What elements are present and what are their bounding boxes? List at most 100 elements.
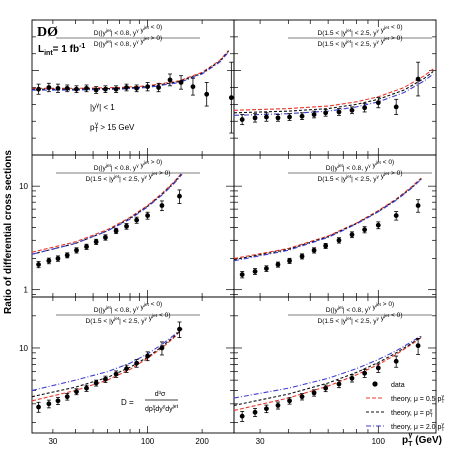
panel-2-point-6 bbox=[311, 112, 317, 117]
panel-1-title-num-sup-5: jet bbox=[143, 25, 150, 31]
panel-1-point-4 bbox=[74, 86, 79, 92]
cut-rapidity: |yγ| < 1 bbox=[90, 103, 115, 112]
panel-6-point-13 bbox=[415, 343, 421, 349]
panel-4-title-num-rest-1: | bbox=[343, 165, 345, 172]
panel-3-theory-mu05 bbox=[31, 172, 183, 253]
panel-3-point-9 bbox=[124, 223, 129, 229]
legend-mu2-sup: γ bbox=[441, 422, 444, 428]
panel-6-point-10 bbox=[362, 370, 368, 376]
panel-3-title-num-seg-0: D(|y bbox=[94, 165, 107, 172]
panel-1-point-15 bbox=[190, 84, 196, 90]
panel-6-theory-mu05 bbox=[233, 337, 422, 412]
panel-4-point-4 bbox=[287, 258, 292, 264]
panel-1-theory-mu1 bbox=[32, 50, 229, 90]
panel-2-point-1 bbox=[252, 115, 258, 121]
panel-4-title-num-sup-1: jet bbox=[337, 163, 344, 169]
panel-6-title-num: D(|yjet| < 0.8, yγ yjet > 0) bbox=[326, 301, 394, 314]
panel-3-point-5 bbox=[84, 244, 89, 250]
lumi-value: = 1 fb bbox=[53, 44, 79, 55]
panel-5-point-2 bbox=[55, 398, 61, 404]
panel-4-title-den-seg-0: D(1.5 < |y bbox=[317, 176, 346, 183]
panel-6-title-den-sup-5: jet bbox=[383, 313, 390, 319]
den-mid: dy bbox=[155, 406, 163, 413]
panel-1-point-0 bbox=[36, 86, 41, 92]
panel-1-theory-mu05 bbox=[32, 50, 229, 89]
panel-6-title-num-seg-2: < 0.8, y bbox=[345, 307, 369, 314]
panel-3-title-num-seg-2: < 0.8, y bbox=[113, 165, 137, 172]
panel-2-title-num-sup-1: jet bbox=[345, 28, 352, 34]
panel-5-point-1 bbox=[46, 401, 52, 407]
panel-1-point-11 bbox=[145, 84, 150, 90]
panel-5-title-den-sup-1: jet bbox=[113, 316, 120, 322]
panel-2-title-den-rest-1: | bbox=[351, 41, 353, 48]
panel-4-point-2 bbox=[264, 266, 269, 271]
den-end: dy bbox=[165, 406, 173, 413]
panel-6-title-den-sup-3: γ bbox=[377, 317, 380, 322]
panel-2-title-den-seg-6: > 0) bbox=[389, 35, 402, 42]
panel-1-point-12 bbox=[156, 85, 161, 90]
panel-1-title-num: D(|yjet| < 0.8, yγ yjet < 0) bbox=[94, 24, 162, 37]
panel-2-point-2 bbox=[264, 114, 269, 120]
legend-mu1-sup: γ bbox=[430, 408, 433, 414]
panel-5-point-4 bbox=[74, 389, 79, 395]
panel-3-theory-mu2 bbox=[31, 174, 183, 255]
panel-1-point-16 bbox=[204, 91, 210, 97]
panel-5-point-0 bbox=[36, 404, 41, 410]
panel-2-point-9 bbox=[349, 107, 355, 113]
panel-3-point-13 bbox=[177, 193, 182, 199]
panel-3-ylabel-1: 10 bbox=[19, 182, 28, 191]
panel-1-point-6 bbox=[93, 87, 99, 93]
panel-4-point-10 bbox=[362, 227, 368, 233]
legend-mu1-label: theory, μ = pTγ bbox=[391, 408, 433, 419]
panel-1-title-den-seg-2: < 0.8, y bbox=[113, 41, 137, 48]
panel-5-point-13 bbox=[177, 326, 182, 332]
panel-3-point-11 bbox=[145, 213, 150, 218]
den-end-sup: jet bbox=[172, 404, 179, 410]
panel-1-point-5 bbox=[84, 85, 89, 91]
panel-4-title-num-sup-5: jet bbox=[375, 160, 382, 166]
legend-mu2-label: theory, μ = 2.0 pTγ bbox=[391, 422, 444, 433]
panel-1-title-den-sup-1: jet bbox=[105, 39, 112, 45]
panel-5-point-5 bbox=[84, 385, 89, 391]
panel-4-point-3 bbox=[275, 262, 281, 267]
panel-2-title-num: D(1.5 < |yjet| < 2.5, yγ yjet < 0) bbox=[317, 24, 402, 37]
x-label-sup: γ bbox=[408, 432, 412, 439]
panel-1-point-3 bbox=[64, 85, 70, 91]
panel-1-title-num-seg-2: < 0.8, y bbox=[113, 30, 137, 37]
panel-1-title-den-sup-3: γ bbox=[136, 40, 139, 45]
den-mid-sup: γ bbox=[163, 404, 166, 410]
panel-4-point-1 bbox=[252, 269, 258, 274]
panel-2-point-4 bbox=[287, 114, 292, 120]
panel-1: D(|yjet| < 0.8, yγ yjet < 0)D(|yjet| < 0… bbox=[31, 19, 235, 156]
panel-1-point-2 bbox=[55, 85, 61, 91]
panel-5-xlabel-0: 30 bbox=[48, 437, 57, 446]
panel-1-title-den-sup-5: jet bbox=[143, 36, 150, 42]
panel-3-title-num: D(|yjet| < 0.8, yγ yjet > 0) bbox=[94, 159, 162, 172]
panel-5-point-9 bbox=[124, 366, 129, 372]
legend-mu05-text: theory, μ = 0.5 p bbox=[391, 396, 442, 403]
panel-5-title-num-sup-3: γ bbox=[136, 306, 139, 311]
legend-mu05-label: theory, μ = 0.5 pTγ bbox=[391, 394, 444, 405]
cut2-a: p bbox=[90, 123, 95, 132]
legend-data-marker bbox=[372, 381, 378, 387]
panel-3-title-num-seg-4: y bbox=[139, 162, 145, 169]
panel-3-title-den-sup-1: jet bbox=[113, 174, 120, 180]
panel-1-point-17 bbox=[228, 95, 234, 101]
panel-6-title-den-sup-1: jet bbox=[345, 316, 352, 322]
panel-6-point-9 bbox=[349, 375, 355, 381]
panel-5-point-10 bbox=[134, 360, 140, 366]
legend-mu2-sub: T bbox=[441, 427, 444, 433]
panels: D(|yjet| < 0.8, yγ yjet < 0)D(|yjet| < 0… bbox=[19, 19, 437, 446]
panel-5-title-den-seg-0: D(1.5 < |y bbox=[85, 318, 114, 325]
panel-6-title-den-seg-2: < 2.5, y bbox=[353, 318, 377, 325]
panel-3-title-num-rest-1: | bbox=[111, 165, 113, 172]
panel-5-title-num: D(|yjet| < 0.8, yγ yjet < 0) bbox=[94, 301, 162, 314]
panel-6-point-1 bbox=[252, 409, 258, 415]
panel-6-point-5 bbox=[299, 394, 305, 400]
legend-data-label: data bbox=[391, 382, 405, 389]
cut1-sup: γ bbox=[96, 103, 99, 109]
panel-6-title-den-seg-6: < 0) bbox=[389, 312, 402, 319]
panel-5-title-den-sup-3: γ bbox=[145, 317, 148, 322]
panel-5-title-num-sup-5: jet bbox=[143, 302, 150, 308]
panel-1-title-den-seg-4: y bbox=[139, 38, 145, 45]
